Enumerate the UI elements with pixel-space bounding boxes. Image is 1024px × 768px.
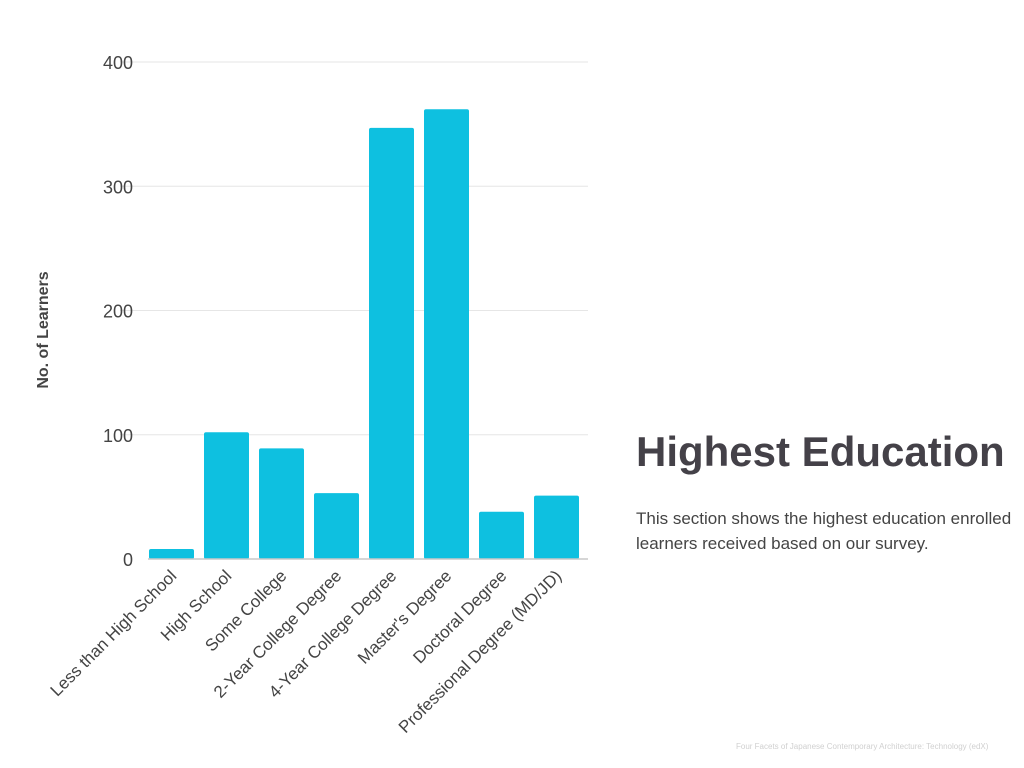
y-tick-label: 0 [123,550,133,570]
y-tick-label: 300 [103,177,133,197]
bar [534,495,579,559]
y-tick-label: 200 [103,302,133,322]
bar [259,448,304,559]
section-description: This section shows the highest education… [636,509,1012,553]
bar [314,493,359,559]
y-axis-label: No. of Learners [35,271,52,388]
bar [149,549,194,559]
y-tick-label: 400 [103,53,133,73]
y-tick-label: 100 [103,426,133,446]
bar [204,432,249,559]
footer-caption: Four Facets of Japanese Contemporary Arc… [736,742,989,751]
x-tick-label: Doctoral Degree [409,566,510,667]
x-tick-label: Master's Degree [354,566,455,667]
bar [479,511,524,559]
section-title: Highest Education [636,428,1005,475]
bar [369,127,414,559]
bar [424,109,469,559]
